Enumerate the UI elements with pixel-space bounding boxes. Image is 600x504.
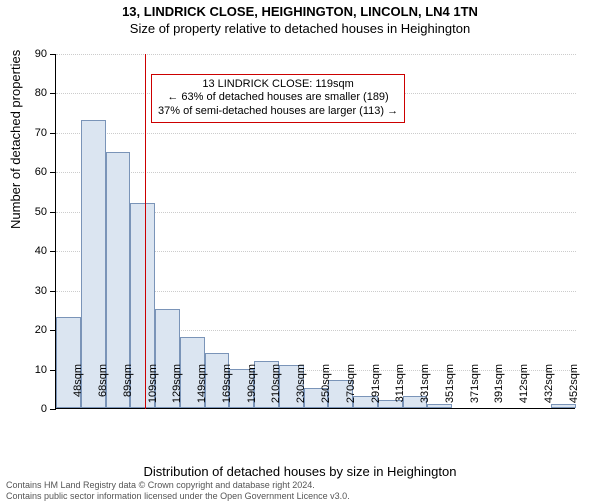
- annotation-line: 13 LINDRICK CLOSE: 119sqm: [158, 78, 398, 92]
- y-tick-label: 40: [17, 245, 47, 257]
- y-axis-label: Number of detached properties: [8, 50, 23, 229]
- x-axis-label: Distribution of detached houses by size …: [0, 464, 600, 479]
- y-tick-label: 80: [17, 87, 47, 99]
- plot-region: 010203040506070809048sqm68sqm89sqm109sqm…: [55, 54, 575, 409]
- y-tick-label: 20: [17, 324, 47, 336]
- attribution-text: Contains HM Land Registry data © Crown c…: [6, 480, 350, 502]
- annotation-line: ← 63% of detached houses are smaller (18…: [158, 91, 398, 105]
- y-tick-label: 10: [17, 364, 47, 376]
- annotation-box: 13 LINDRICK CLOSE: 119sqm← 63% of detach…: [151, 74, 405, 123]
- x-tick-label: 169sqm: [221, 364, 233, 414]
- gridline: [56, 54, 576, 55]
- y-tick-label: 70: [17, 127, 47, 139]
- reference-line: [145, 54, 146, 409]
- x-tick-label: 331sqm: [419, 364, 431, 414]
- x-tick-label: 210sqm: [270, 364, 282, 414]
- annotation-line: 37% of semi-detached houses are larger (…: [158, 105, 398, 119]
- x-tick-label: 432sqm: [543, 364, 555, 414]
- y-tick-label: 60: [17, 166, 47, 178]
- y-tick: [50, 133, 56, 134]
- x-tick-label: 109sqm: [147, 364, 159, 414]
- y-tick: [50, 251, 56, 252]
- y-tick: [50, 172, 56, 173]
- x-tick-label: 250sqm: [320, 364, 332, 414]
- y-tick: [50, 409, 56, 410]
- x-tick-label: 129sqm: [171, 364, 183, 414]
- page-title: 13, LINDRICK CLOSE, HEIGHINGTON, LINCOLN…: [0, 4, 600, 19]
- x-tick-label: 68sqm: [97, 364, 109, 414]
- gridline: [56, 172, 576, 173]
- y-tick: [50, 93, 56, 94]
- attribution-line: Contains public sector information licen…: [6, 491, 350, 502]
- x-tick-label: 291sqm: [370, 364, 382, 414]
- x-tick-label: 311sqm: [394, 364, 406, 414]
- y-tick-label: 0: [17, 403, 47, 415]
- x-tick-label: 149sqm: [196, 364, 208, 414]
- y-tick: [50, 212, 56, 213]
- x-tick-label: 230sqm: [295, 364, 307, 414]
- page-subtitle: Size of property relative to detached ho…: [0, 21, 600, 36]
- chart-area: 010203040506070809048sqm68sqm89sqm109sqm…: [55, 54, 575, 409]
- x-tick-label: 351sqm: [444, 364, 456, 414]
- x-tick-label: 391sqm: [493, 364, 505, 414]
- y-tick-label: 30: [17, 285, 47, 297]
- y-tick-label: 90: [17, 48, 47, 60]
- y-tick-label: 50: [17, 206, 47, 218]
- x-tick-label: 48sqm: [72, 364, 84, 414]
- x-tick-label: 452sqm: [568, 364, 580, 414]
- gridline: [56, 133, 576, 134]
- x-tick-label: 412sqm: [518, 364, 530, 414]
- attribution-line: Contains HM Land Registry data © Crown c…: [6, 480, 350, 491]
- x-tick-label: 270sqm: [345, 364, 357, 414]
- y-tick: [50, 291, 56, 292]
- x-tick-label: 190sqm: [246, 364, 258, 414]
- x-tick-label: 371sqm: [469, 364, 481, 414]
- y-tick: [50, 54, 56, 55]
- x-tick-label: 89sqm: [122, 364, 134, 414]
